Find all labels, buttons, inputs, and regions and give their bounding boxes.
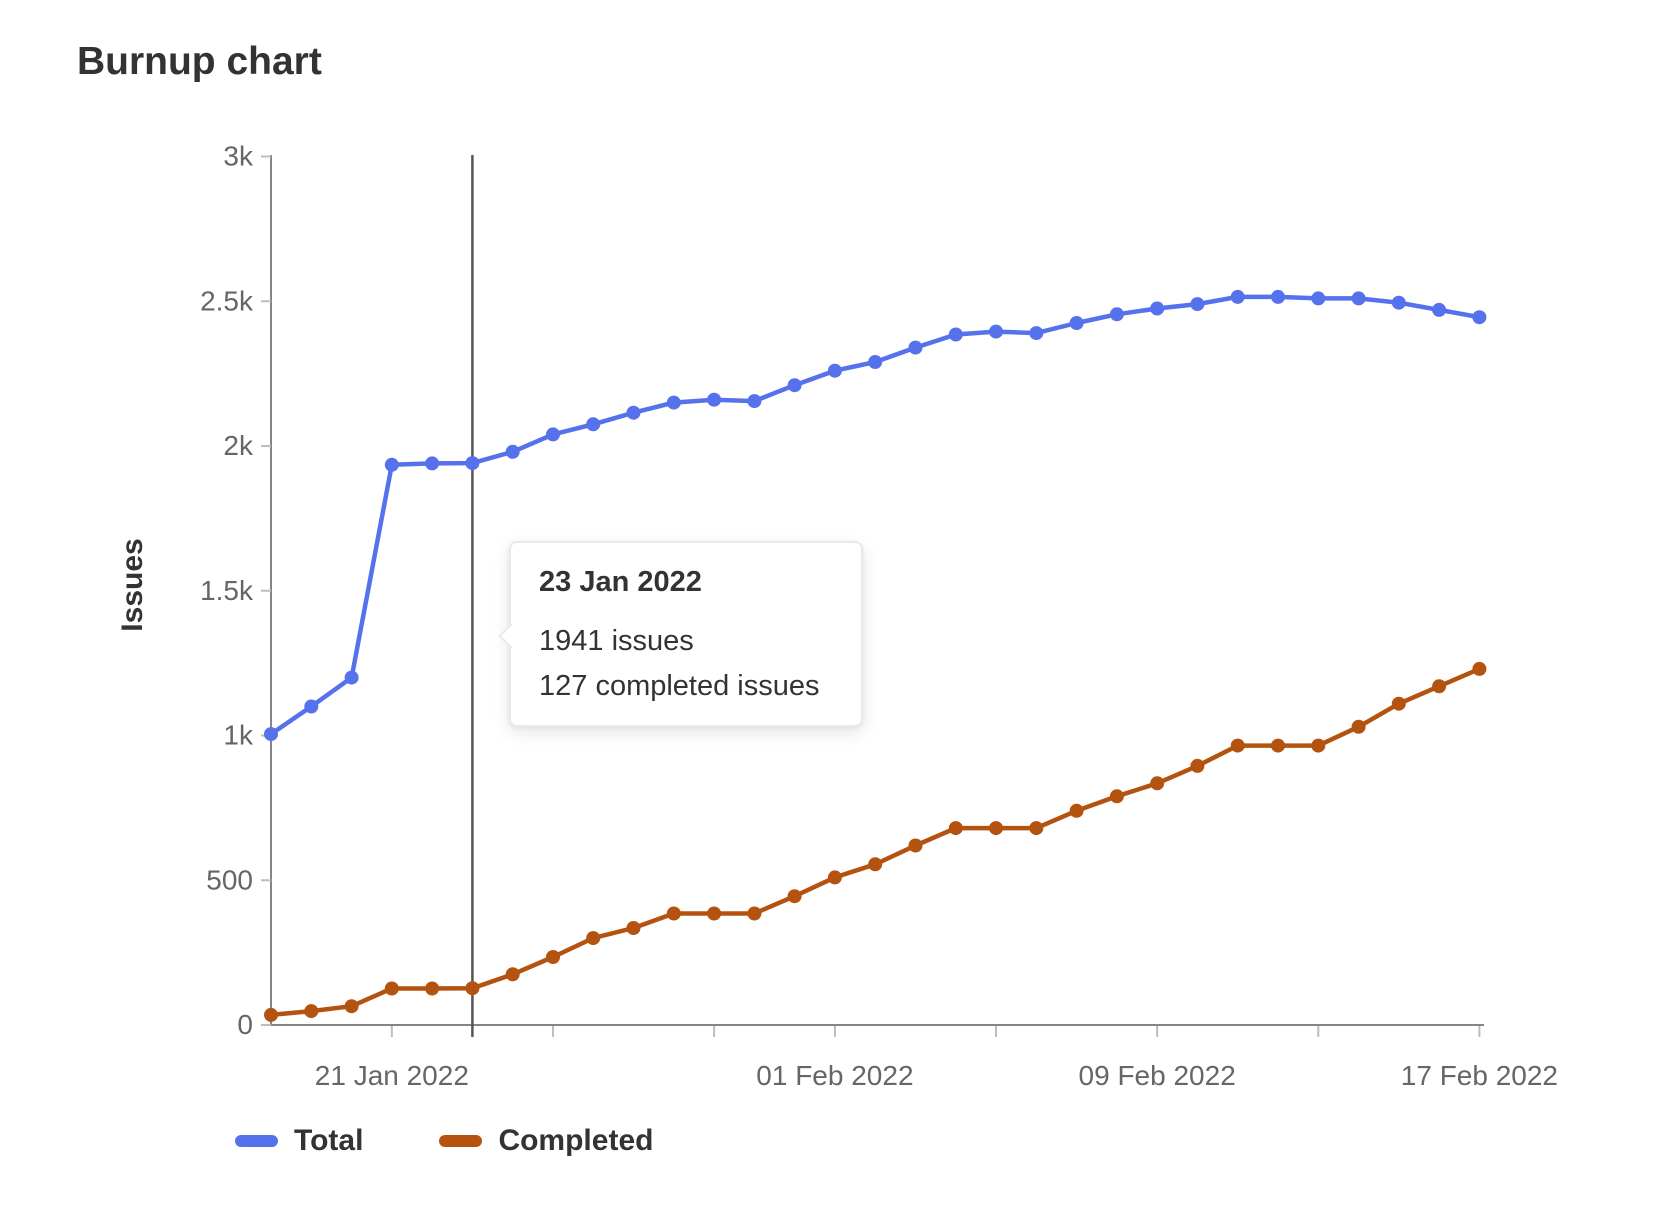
svg-text:17 Feb 2022: 17 Feb 2022 [1401, 1060, 1558, 1091]
legend-swatch-total [235, 1135, 278, 1147]
legend-item-total[interactable]: Total [235, 1123, 363, 1159]
legend-item-completed[interactable]: Completed [439, 1123, 653, 1159]
svg-text:21 Jan 2022: 21 Jan 2022 [315, 1060, 469, 1091]
svg-text:0: 0 [237, 1009, 253, 1040]
legend-swatch-completed [439, 1135, 483, 1147]
svg-text:500: 500 [206, 864, 253, 895]
svg-text:09 Feb 2022: 09 Feb 2022 [1079, 1060, 1236, 1091]
svg-text:01 Feb 2022: 01 Feb 2022 [756, 1060, 913, 1091]
chart-title: Burnup chart [77, 40, 322, 83]
svg-text:Issues: Issues [116, 538, 149, 631]
tooltip-total-issues: 1941 issues [539, 625, 694, 657]
svg-text:2.5k: 2.5k [200, 285, 254, 316]
chart-tooltip: 23 Jan 2022 1941 issues 127 completed is… [498, 541, 863, 727]
svg-text:1.5k: 1.5k [200, 575, 254, 606]
legend-label-completed: Completed [498, 1124, 654, 1157]
chart-legend: Total Completed [235, 1123, 729, 1159]
svg-text:1k: 1k [223, 720, 254, 751]
svg-text:2k: 2k [223, 430, 254, 461]
legend-label-total: Total [294, 1124, 364, 1157]
tooltip-date: 23 Jan 2022 [539, 566, 702, 598]
tooltip-completed-issues: 127 completed issues [539, 670, 820, 702]
svg-text:3k: 3k [223, 141, 254, 172]
